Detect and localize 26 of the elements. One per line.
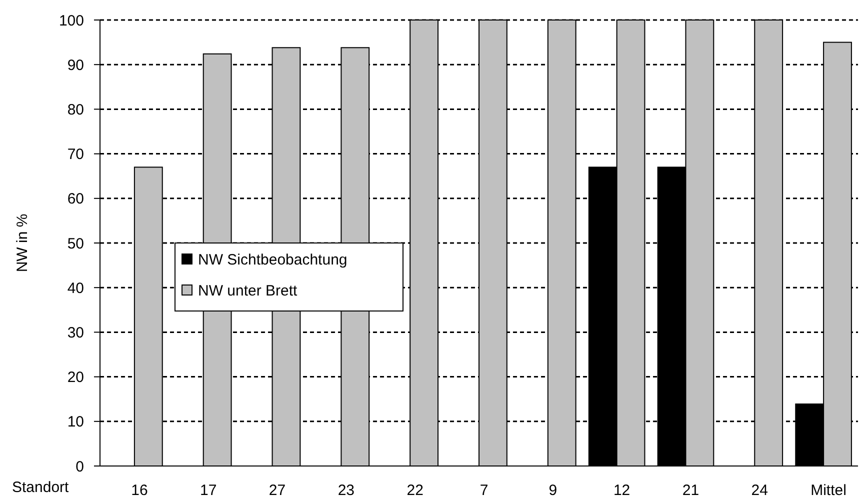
legend-label: NW Sichtbeobachtung [198, 251, 348, 268]
y-tick-label: 50 [67, 235, 84, 252]
x-tick-label: 7 [480, 482, 488, 499]
x-tick-label: 22 [406, 482, 424, 499]
y-tick-label: 90 [67, 56, 84, 74]
y-tick-label: 30 [67, 324, 84, 342]
legend-label: NW unter Brett [198, 282, 298, 300]
x-axis-title: Standort [12, 479, 70, 496]
x-tick-label: 23 [338, 482, 355, 499]
x-tick-label: 9 [548, 482, 558, 499]
x-tick-label: 12 [613, 482, 630, 499]
x-tick-label: 17 [200, 482, 217, 499]
y-tick-label: 60 [67, 190, 84, 208]
y-tick-label: 100 [58, 12, 84, 30]
y-axis-title: NW in % [14, 214, 31, 272]
y-tick-label: 10 [67, 414, 84, 431]
x-tick-label: Mittel [810, 482, 846, 499]
x-tick-label: 16 [131, 482, 148, 499]
x-tick-label: 21 [682, 482, 700, 499]
y-tick-label: 0 [76, 458, 84, 476]
y-tick-label: 20 [67, 369, 84, 386]
y-tick-label: 70 [67, 146, 84, 164]
x-tick-label: 27 [268, 482, 286, 499]
x-tick-label: 24 [751, 482, 768, 499]
y-tick-label: 80 [67, 101, 84, 118]
y-tick-label: 40 [67, 280, 84, 297]
